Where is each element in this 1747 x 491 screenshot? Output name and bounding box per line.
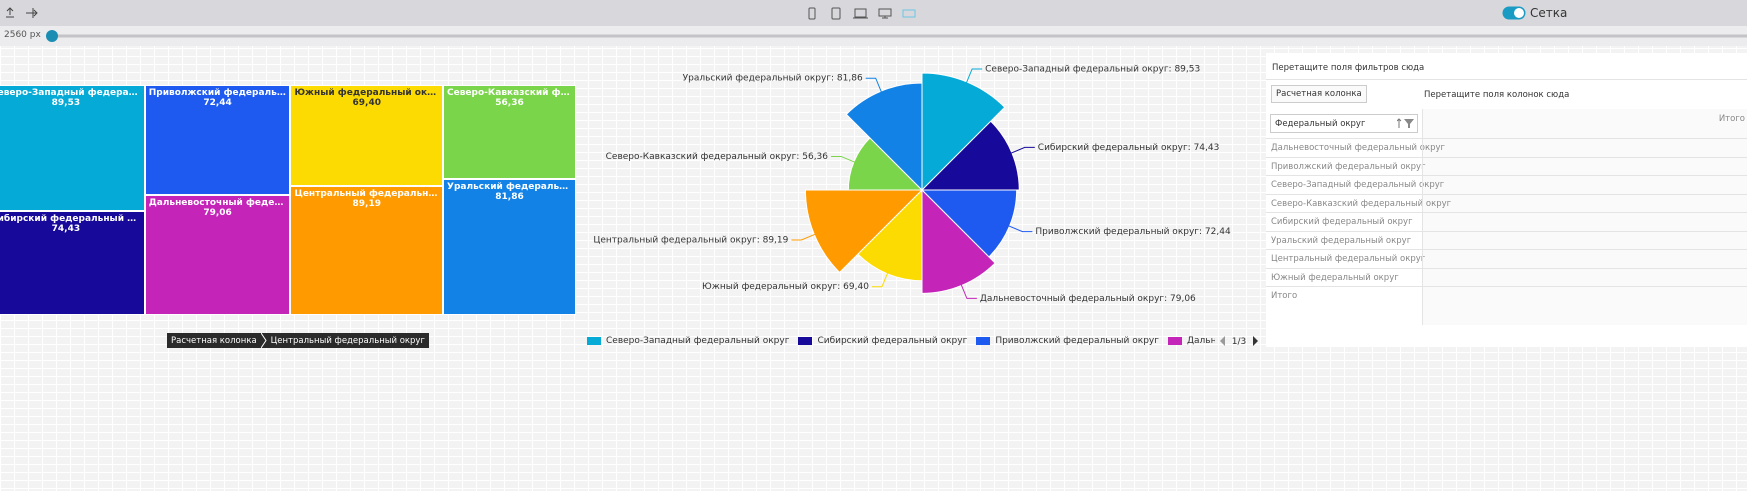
breadcrumb-item[interactable]: Центральный федеральный округ <box>270 335 425 346</box>
device-icons[interactable] <box>805 7 917 20</box>
slice-label: Северо-Кавказский федеральный округ: 56,… <box>606 152 829 162</box>
slice-label: Сибирский федеральный округ: 74,43 <box>1038 143 1220 153</box>
treemap-tile: Северо-Кавказский федеральный округ56,36 <box>443 85 576 179</box>
pivot-divider <box>1422 176 1423 194</box>
grid-toggle[interactable] <box>1502 6 1526 20</box>
legend-swatch <box>587 337 601 345</box>
slice-label: Южный федеральный округ: 69,40 <box>702 282 869 292</box>
treemap-tile: Северо-Западный федеральный округ89,53 <box>0 85 145 211</box>
column-drop-zone[interactable]: Перетащите поля колонок сюда <box>1424 90 1570 100</box>
filter-drop-zone[interactable]: Перетащите поля фильтров сюда <box>1272 63 1425 73</box>
pivot-table: Перетащите поля фильтров сюда Расчетная … <box>1266 53 1747 347</box>
legend-item[interactable]: Северо-Западный федеральный округ <box>587 334 789 348</box>
breadcrumb-item[interactable]: Расчетная колонка <box>171 335 257 346</box>
legend-swatch <box>976 337 991 345</box>
leader-line <box>960 283 977 299</box>
pivot-row-label: Сибирский федеральный округ <box>1271 217 1413 227</box>
pivot-row: Итого <box>1266 286 1747 305</box>
slice-label: Приволжский федеральный округ: 72,44 <box>1035 227 1231 237</box>
breadcrumb-separator <box>260 333 267 348</box>
slice-label: Центральный федеральный округ: 89,19 <box>593 235 788 245</box>
pivot-row: Южный федеральный округ <box>1266 267 1747 287</box>
pivot-divider <box>1422 250 1423 268</box>
total-header: Итого <box>1718 114 1745 124</box>
pivot-row-label: Северо-Кавказский федеральный округ <box>1271 198 1452 209</box>
treemap-tile: Приволжский федеральный округ72,44 <box>144 85 291 195</box>
pivot-divider <box>1422 268 1423 287</box>
leader-line <box>791 233 817 241</box>
width-slider-bar: 2560 px <box>0 26 1747 46</box>
treemap-tile: Уральский федеральный округ81,86 <box>443 178 576 315</box>
legend-label: Северо-Западный федеральный округ <box>606 336 790 346</box>
treemap-tile: Центральный федеральный округ89,19 <box>290 185 444 315</box>
grid-toggle-label: Сетка <box>1530 6 1568 20</box>
pivot-row: Центральный федеральный округ <box>1266 249 1747 268</box>
leader-line <box>871 271 889 288</box>
pivot-row: Сибирский федеральный округ <box>1266 212 1747 231</box>
pivot-row: Уральский федеральный округ <box>1266 230 1747 250</box>
pivot-divider <box>1422 213 1423 231</box>
pivot-row: Северо-Кавказский федеральный округ <box>1266 193 1747 213</box>
legend-item[interactable]: Приволжский федеральный округ <box>976 334 1159 348</box>
toolbar-icons[interactable] <box>4 6 44 20</box>
pivot-row-label: Южный федеральный округ <box>1271 272 1399 283</box>
pivot-row: Северо-Западный федеральный округ <box>1266 175 1747 194</box>
slice-label: Северо-Западный федеральный округ: 89,53 <box>985 64 1200 74</box>
pivot-row-label: Приволжский федеральный округ <box>1271 161 1426 172</box>
pivot-divider <box>1422 157 1423 176</box>
treemap-tile: Дальневосточный федеральный округ79,06 <box>144 194 291 315</box>
legend-label: Дальневосточный федеральный округ <box>1186 336 1215 346</box>
pivot-divider <box>1422 287 1423 305</box>
leader-line <box>865 77 883 94</box>
legend-label: Приволжский федеральный округ <box>995 336 1159 346</box>
pivot-divider <box>1422 139 1423 157</box>
row-field[interactable]: Федеральный округ <box>1270 114 1418 133</box>
legend-swatch <box>798 337 813 345</box>
legend-item[interactable]: Дальневосточный федеральный округ <box>1167 334 1215 348</box>
legend-pager[interactable]: 1/3 <box>1218 334 1262 348</box>
pivot-row-label: Уральский федеральный округ <box>1271 235 1412 246</box>
legend-page: 1/3 <box>1232 337 1246 347</box>
legend-label: Сибирский федеральный округ <box>817 336 968 346</box>
pivot-divider <box>1422 231 1423 250</box>
row-field-label: Федеральный округ <box>1275 119 1366 129</box>
treemap-tile: Южный федеральный округ 69,40 <box>290 85 444 186</box>
leader-line <box>1007 225 1033 233</box>
legend-item[interactable]: Сибирский федеральный округ <box>798 334 967 348</box>
leader-line <box>965 68 983 84</box>
width-slider[interactable] <box>44 28 1747 44</box>
breadcrumb: Расчетная колонка Центральный федеральны… <box>167 333 429 348</box>
pivot-row-label: Северо-Западный федеральный округ <box>1271 180 1445 190</box>
slice-label: Уральский федеральный округ: 81,86 <box>683 74 863 84</box>
field-controls[interactable] <box>1397 118 1415 129</box>
leader-line <box>1009 146 1035 155</box>
pivot-divider <box>1422 194 1423 213</box>
width-label: 2560 px <box>4 30 41 40</box>
leader-line <box>831 155 856 164</box>
pivot-row-label: Итого <box>1271 291 1298 301</box>
legend: Северо-Западный федеральный округ Сибирск… <box>587 334 1215 348</box>
calc-column-button[interactable]: Расчетная колонка <box>1271 85 1367 103</box>
slice-label: Дальневосточный федеральный округ: 79,06 <box>980 294 1196 304</box>
top-toolbar: Сетка <box>0 0 1747 26</box>
pivot-row: Дальневосточный федеральный округ <box>1266 138 1747 157</box>
pivot-row-label: Центральный федеральный округ <box>1271 254 1426 264</box>
pivot-row: Приволжский федеральный округ <box>1266 156 1747 176</box>
treemap-tile: Сибирский федеральный округ74,43 <box>0 210 145 315</box>
legend-swatch <box>1167 337 1182 345</box>
pivot-row-label: Дальневосточный федеральный округ <box>1271 143 1446 153</box>
